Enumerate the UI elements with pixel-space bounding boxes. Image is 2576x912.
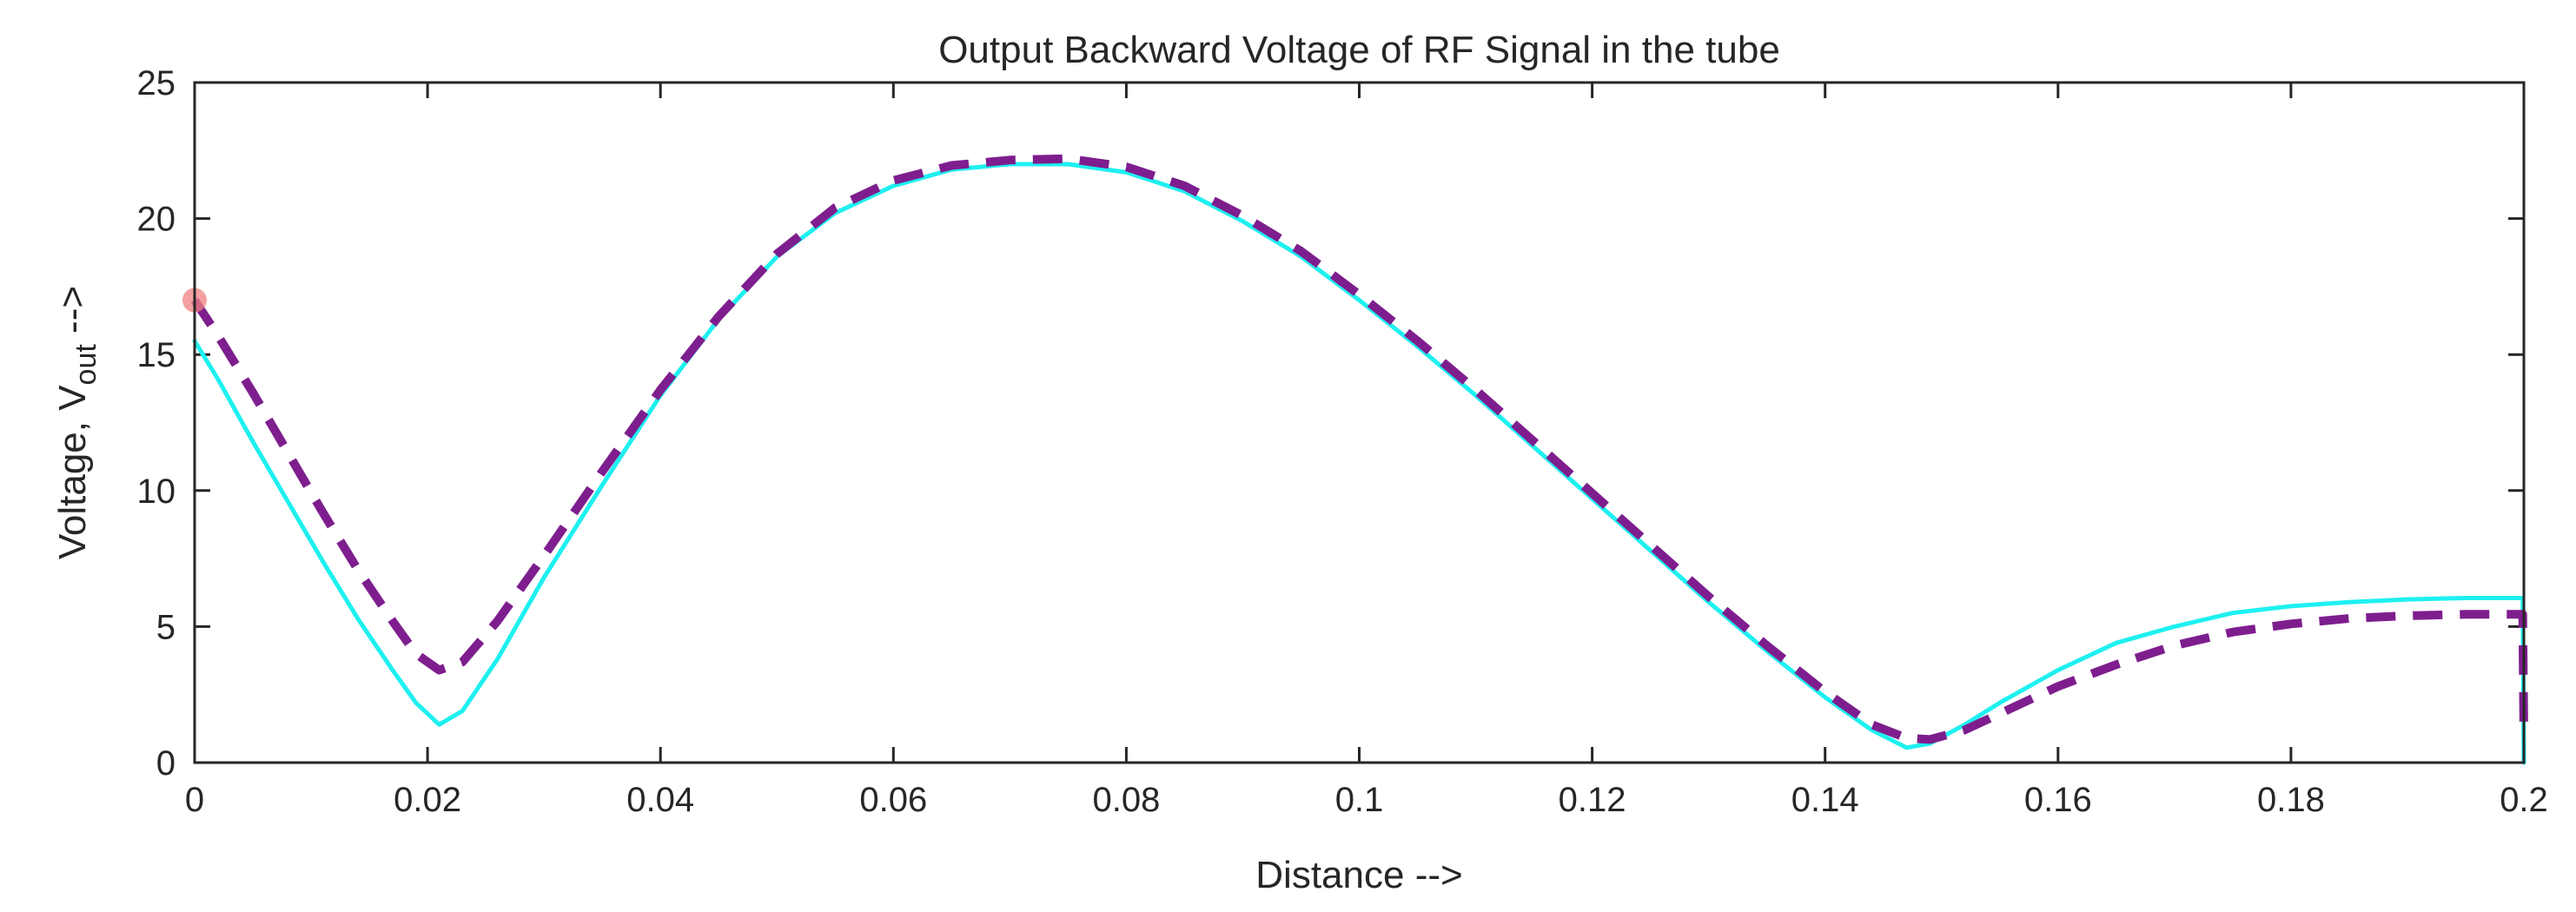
plot-area — [195, 83, 2524, 763]
x-tick-label: 0.16 — [2024, 781, 2092, 819]
x-tick-label: 0.06 — [859, 781, 927, 819]
y-tick-label: 0 — [156, 744, 175, 783]
chart-title: Output Backward Voltage of RF Signal in … — [938, 29, 1780, 71]
x-tick-label: 0.18 — [2257, 781, 2325, 819]
axes-box — [193, 81, 2526, 764]
axis-ticks: 0 0.02 0.04 0.06 0.08 0.1 0.12 0.14 0.16 0.18 0.2 0… — [137, 64, 2548, 819]
y-tick-label: 25 — [137, 64, 176, 102]
x-tick-label: 0.1 — [1335, 781, 1384, 819]
x-tick-label: 0.08 — [1092, 781, 1160, 819]
y-tick-label: 10 — [137, 473, 176, 511]
x-tick-label: 0.2 — [2500, 781, 2548, 819]
x-tick-label: 0.04 — [626, 781, 694, 819]
y-tick-label: 5 — [156, 608, 175, 646]
axes-frame — [193, 81, 2526, 764]
y-axis-label: Voltage, Vout --> — [51, 286, 103, 559]
x-tick-label: 0.12 — [1559, 781, 1626, 819]
y-axis-label-main: Voltage, V — [51, 385, 94, 559]
y-axis-label-subscript: out — [70, 344, 103, 386]
x-tick-label: 0 — [185, 781, 204, 819]
y-tick-label: 20 — [137, 201, 176, 239]
series-layer — [182, 154, 2528, 765]
y-tick-label: 15 — [137, 336, 176, 374]
y-axis-label-suffix: --> — [51, 286, 94, 344]
x-axis-label: Distance --> — [1255, 854, 1462, 896]
x-tick-label: 0.02 — [394, 781, 461, 819]
x-tick-label: 0.14 — [1791, 781, 1859, 819]
series-line-dashed — [190, 154, 2528, 744]
plot-background — [195, 83, 2524, 763]
